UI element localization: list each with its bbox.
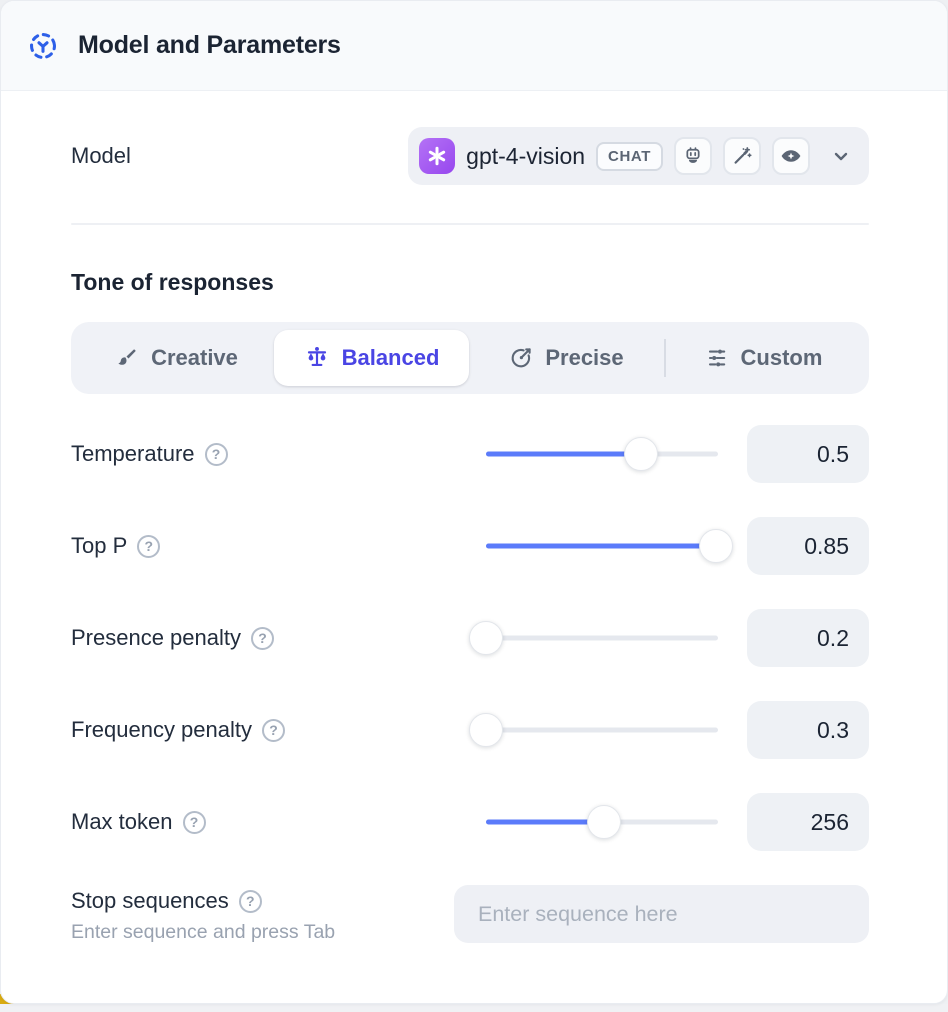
- frequency-penalty-slider[interactable]: [469, 713, 718, 747]
- slider-thumb[interactable]: [469, 621, 503, 655]
- help-icon[interactable]: [204, 442, 228, 466]
- stop-sequence-input[interactable]: [454, 885, 869, 943]
- top-p-slider[interactable]: [486, 529, 733, 563]
- param-label: Max token: [71, 809, 173, 834]
- model-label: Model: [71, 143, 131, 168]
- tone-heading: Tone of responses: [71, 269, 274, 295]
- robot-icon: [674, 137, 712, 175]
- model-hub-icon: [27, 30, 59, 62]
- stop-sequences-helper: Enter sequence and press Tab: [71, 921, 336, 943]
- panel-title: Model and Parameters: [78, 31, 341, 59]
- tone-tab-group: Creative Balanced: [71, 322, 869, 394]
- target-icon: [509, 346, 533, 370]
- help-icon[interactable]: [137, 534, 161, 558]
- slider-thumb[interactable]: [587, 805, 622, 839]
- model-name: gpt-4-vision: [466, 142, 586, 169]
- max-token-slider[interactable]: [486, 805, 718, 839]
- model-type-badge: CHAT: [596, 141, 663, 171]
- slider-thumb[interactable]: [469, 713, 503, 747]
- slider-thumb[interactable]: [698, 529, 733, 563]
- param-label: Top P: [71, 533, 128, 558]
- tab-label: Custom: [740, 345, 823, 370]
- section-divider: [71, 223, 869, 225]
- tab-separator: [664, 339, 666, 377]
- param-row-temperature: Temperature 0.5: [71, 425, 869, 483]
- param-label: Frequency penalty: [71, 717, 252, 742]
- balance-scale-icon: [304, 345, 330, 371]
- tab-precise[interactable]: Precise: [469, 330, 664, 386]
- vision-eye-icon: [772, 137, 810, 175]
- param-row-presence-penalty: Presence penalty 0.2: [71, 609, 869, 667]
- presence-penalty-value[interactable]: 0.2: [747, 609, 869, 667]
- param-row-top-p: Top P 0.85: [71, 517, 869, 575]
- background-strip: [0, 1004, 948, 1012]
- paintbrush-icon: [115, 346, 139, 370]
- openai-logo: [419, 138, 456, 174]
- help-icon[interactable]: [251, 626, 274, 650]
- tab-label: Balanced: [341, 345, 440, 370]
- help-icon[interactable]: [262, 718, 285, 742]
- tab-balanced[interactable]: Balanced: [274, 330, 469, 386]
- panel-content: Model gpt-4-vi: [1, 127, 947, 944]
- help-icon[interactable]: [238, 889, 262, 913]
- model-row: Model gpt-4-vi: [71, 127, 869, 185]
- temperature-value[interactable]: 0.5: [747, 425, 869, 483]
- tab-custom[interactable]: Custom: [666, 330, 861, 386]
- tab-label: Precise: [545, 345, 624, 370]
- model-select[interactable]: gpt-4-vision CHAT: [408, 127, 869, 185]
- presence-penalty-slider[interactable]: [469, 621, 718, 655]
- param-label: Temperature: [71, 441, 195, 466]
- max-token-value[interactable]: 256: [747, 793, 869, 851]
- tab-label: Creative: [151, 345, 238, 370]
- chevron-down-icon[interactable]: [829, 144, 853, 168]
- help-icon[interactable]: [182, 810, 206, 834]
- param-label: Presence penalty: [71, 625, 241, 650]
- top-p-value[interactable]: 0.85: [747, 517, 869, 575]
- param-row-max-token: Max token 256: [71, 793, 869, 851]
- tab-creative[interactable]: Creative: [79, 330, 274, 386]
- frequency-penalty-value[interactable]: 0.3: [747, 701, 869, 759]
- stop-sequences-label: Stop sequences: [71, 888, 229, 913]
- sliders-icon: [705, 346, 729, 370]
- temperature-slider[interactable]: [486, 437, 718, 471]
- stop-sequences-row: Stop sequences Enter sequence and press …: [71, 885, 869, 944]
- param-row-frequency-penalty: Frequency penalty 0.3: [71, 701, 869, 759]
- panel-header: Model and Parameters: [1, 1, 947, 91]
- slider-thumb[interactable]: [624, 437, 659, 471]
- wand-sparkles-icon: [723, 137, 761, 175]
